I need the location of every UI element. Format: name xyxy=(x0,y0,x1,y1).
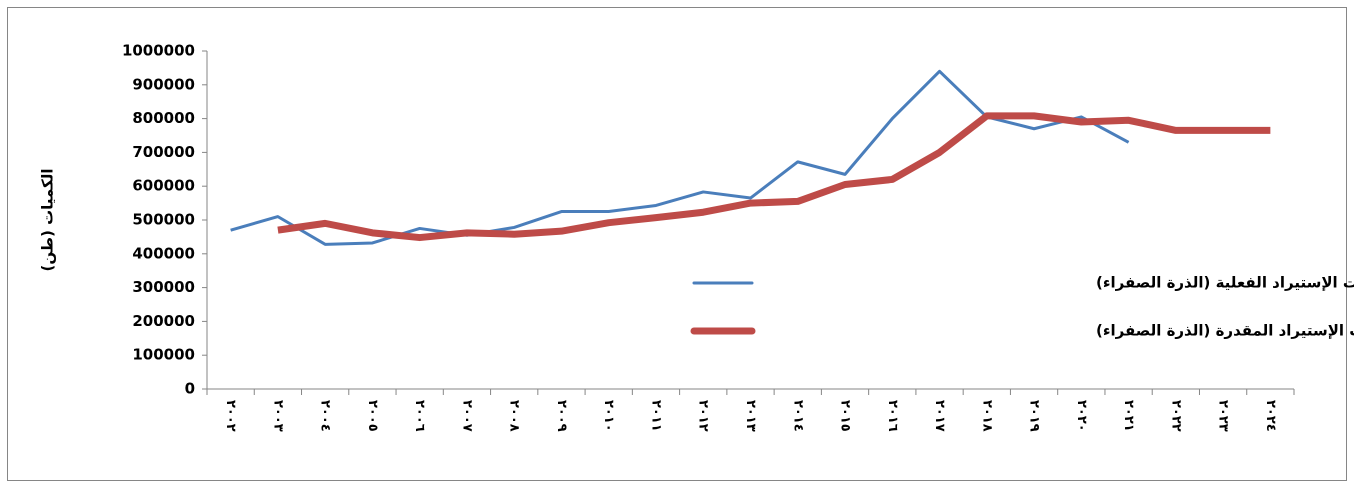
series-line xyxy=(230,69,1130,246)
x-tick-label: ٢٠١٥ xyxy=(838,400,853,432)
legend-label: الكميات الإستيراد المقدرة (الذرة الصفراء… xyxy=(1096,322,1354,340)
x-tick-label: ٢٠١٧ xyxy=(932,400,947,432)
x-tick-label: ٢٠١٠ xyxy=(601,400,616,432)
x-tick-label: ٢٠٠٢ xyxy=(223,400,238,432)
y-tick-label: 300000 xyxy=(132,278,195,296)
y-tick-label: 100000 xyxy=(132,346,195,364)
x-tick-label: ٢٠٢٣ xyxy=(1216,400,1231,432)
x-tick-label: ٢٠١٤ xyxy=(790,400,805,432)
y-tick-label: 700000 xyxy=(132,143,195,161)
x-tick-label: ٢٠٢٠ xyxy=(1074,400,1089,432)
x-tick-label: ٢٠٢٢ xyxy=(1168,400,1183,432)
x-tick-label: ٢٠٢١ xyxy=(1121,400,1136,432)
x-tick-label: ٢٠٠٩ xyxy=(554,400,569,432)
y-tick-label: 1000000 xyxy=(122,42,195,60)
x-tick-label: ٢٠١٢ xyxy=(696,400,711,432)
x-tick-label: ٢٠٠٣ xyxy=(270,400,285,432)
x-tick-label: ٢٠١١ xyxy=(648,400,663,432)
y-tick-label: 200000 xyxy=(132,312,195,330)
x-tick-label: ٢٠١٨ xyxy=(979,400,994,432)
y-axis-label: الكميات (طن) xyxy=(39,169,57,272)
x-tick-label: ٢٠٠٦ xyxy=(412,400,427,432)
y-tick-label: 500000 xyxy=(132,211,195,229)
x-tick-label: ٢٠١٩ xyxy=(1027,400,1042,432)
x-tick-label: ٢٠٠٨ xyxy=(507,400,522,432)
x-tick-label: ٢٠٠٤ xyxy=(318,400,333,432)
series-line xyxy=(277,112,1271,242)
x-tick-label: ٢٠٢٤ xyxy=(1263,400,1278,432)
y-tick-label: 400000 xyxy=(132,244,195,262)
x-tick-label: ٢٠١٦ xyxy=(885,400,900,432)
chart-border xyxy=(7,7,1347,481)
y-tick-label: 0 xyxy=(185,380,195,398)
x-tick-label: ٢٠٠٥ xyxy=(365,400,380,432)
y-tick-label: 800000 xyxy=(132,109,195,127)
y-tick-label: 900000 xyxy=(132,75,195,93)
y-tick-label: 600000 xyxy=(132,177,195,195)
legend-label: كميات الإستيراد الفعلية (الذرة الصفراء) xyxy=(1096,274,1354,292)
x-tick-label: ٢٠١٣ xyxy=(743,400,758,432)
x-tick-label: ٢٠٠٧ xyxy=(459,400,474,432)
